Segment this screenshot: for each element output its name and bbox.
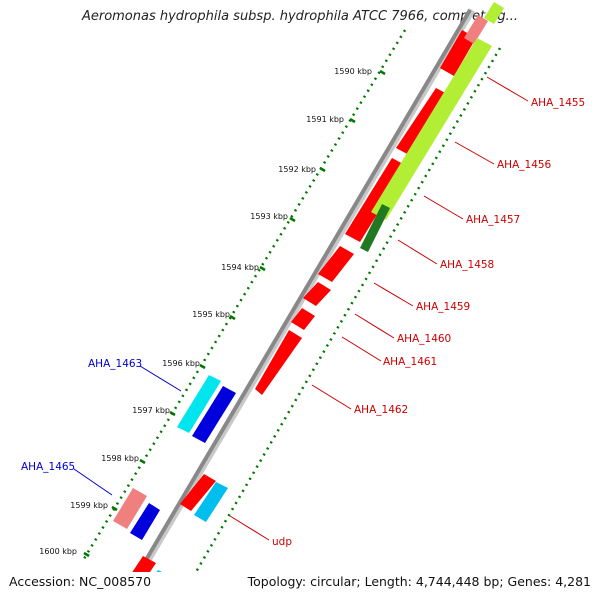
kbp-label: 1600 kbp <box>39 547 77 556</box>
gene-label-aha-1455[interactable]: AHA_1455 <box>531 97 585 109</box>
scale-track-outer <box>80 29 407 563</box>
leader-aha-1463 <box>139 365 182 392</box>
kbp-label: 1598 kbp <box>101 454 139 463</box>
kbp-label: 1590 kbp <box>334 67 372 76</box>
leader-aha-1462 <box>311 384 352 410</box>
kbp-label: 1592 kbp <box>278 165 316 174</box>
leader-aha-1465 <box>73 468 113 496</box>
gene-label-aha-1458[interactable]: AHA_1458 <box>440 259 494 271</box>
gene-label-aha-1460[interactable]: AHA_1460 <box>397 333 451 345</box>
kbp-ticks <box>83 69 386 558</box>
gene-label-aha-1463[interactable]: AHA_1463 <box>88 358 142 370</box>
kbp-tick <box>111 505 118 512</box>
cds-aha-1459[interactable] <box>318 246 354 282</box>
cds-aha-1465-b[interactable] <box>130 503 160 540</box>
kbp-label: 1596 kbp <box>162 359 200 368</box>
kbp-tick <box>169 410 176 417</box>
kbp-tick <box>139 458 146 465</box>
leader-aha-1455 <box>486 76 529 102</box>
cds-aha-1460[interactable] <box>303 282 331 306</box>
leader-udp <box>229 515 270 541</box>
kbp-label: 1593 kbp <box>250 212 288 221</box>
kbp-label: 1597 kbp <box>132 406 170 415</box>
kbp-label: 1595 kbp <box>192 310 230 319</box>
cds-green-top[interactable] <box>484 2 504 24</box>
gene-label-aha-1462[interactable]: AHA_1462 <box>354 404 408 416</box>
cds-aha-1463-b[interactable] <box>192 386 236 443</box>
gene-label-udp[interactable]: udp <box>272 536 292 548</box>
leader-aha-1461 <box>341 336 382 362</box>
accession-label: Accession: NC_008570 <box>9 574 152 589</box>
gene-label-aha-1457[interactable]: AHA_1457 <box>466 214 520 226</box>
cds-aha-1465-a[interactable] <box>113 488 147 529</box>
feature-track-outer <box>113 375 236 540</box>
kbp-tick <box>83 551 90 558</box>
cds-aha-1461[interactable] <box>291 308 315 330</box>
kbp-tick <box>259 265 266 272</box>
cds-udp-red[interactable] <box>180 474 216 511</box>
kbp-label: 1591 kbp <box>306 115 344 124</box>
leader-aha-1459 <box>373 282 414 307</box>
gene-label-aha-1456[interactable]: AHA_1456 <box>497 159 552 171</box>
cds-aha-1463[interactable] <box>177 375 221 433</box>
topology-label: Topology: circular; Length: 4,744,448 bp… <box>247 574 591 589</box>
cds-bottom-cyan[interactable] <box>144 570 170 598</box>
gene-label-leaders <box>73 76 529 541</box>
cds-red-top[interactable] <box>440 30 476 76</box>
kbp-labels: 1590 kbp 1591 kbp 1592 kbp 1593 kbp 1594… <box>39 67 372 556</box>
kbp-tick <box>319 166 326 173</box>
kbp-tick <box>349 117 356 124</box>
map-title: Aeromonas hydrophila subsp. hydrophila A… <box>81 9 519 24</box>
cds-bottom-red[interactable] <box>125 556 156 590</box>
leader-aha-1460 <box>354 313 395 339</box>
gene-labels: AHA_1455 AHA_1456 AHA_1457 AHA_1458 AHA_… <box>21 97 585 548</box>
kbp-tick <box>289 216 296 223</box>
gene-label-aha-1459[interactable]: AHA_1459 <box>416 301 470 313</box>
scale-track-inner <box>194 47 502 572</box>
backbone <box>136 8 472 572</box>
leader-aha-1456 <box>454 141 495 165</box>
leader-aha-1457 <box>423 195 464 220</box>
kbp-tick <box>379 69 386 76</box>
gene-label-aha-1461[interactable]: AHA_1461 <box>383 356 437 368</box>
kbp-label: 1594 kbp <box>221 263 259 272</box>
cds-aha-1458[interactable] <box>360 204 390 252</box>
cds-udp[interactable] <box>194 482 228 522</box>
kbp-tick <box>199 363 206 370</box>
kbp-label: 1599 kbp <box>70 501 108 510</box>
cds-aha-1462[interactable] <box>255 330 302 395</box>
kbp-tick <box>229 314 236 321</box>
gene-label-aha-1465[interactable]: AHA_1465 <box>21 461 75 473</box>
cds-highlight-top[interactable] <box>464 15 488 44</box>
feature-track-green <box>360 2 504 252</box>
leader-aha-1458 <box>397 239 438 265</box>
cds-aha-1457[interactable] <box>371 38 492 220</box>
